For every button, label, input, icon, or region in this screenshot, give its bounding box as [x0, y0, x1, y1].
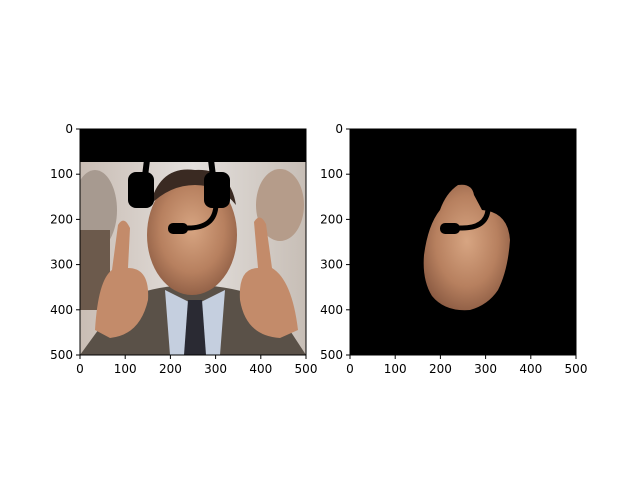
x-tick-label: 400 [519, 362, 542, 376]
x-tick-label: 300 [204, 362, 227, 376]
mask-headset-mic [440, 223, 460, 234]
x-tick-label: 200 [429, 362, 452, 376]
y-tick-label: 200 [320, 212, 343, 226]
y-tick-label: 500 [320, 348, 343, 362]
x-tick-label: 200 [159, 362, 182, 376]
x-tick-label: 100 [114, 362, 137, 376]
right-panel-frame [349, 128, 577, 356]
tie [184, 300, 206, 355]
left-panel-frame [79, 128, 307, 356]
left-image-panel [80, 129, 306, 355]
y-tick-label: 400 [50, 303, 73, 317]
x-tick-label: 500 [565, 362, 588, 376]
right-hand [239, 217, 298, 338]
mask-headset-arm [452, 209, 491, 231]
y-tick-label: 500 [50, 348, 73, 362]
y-tick-label: 400 [320, 303, 343, 317]
x-tick-label: 300 [474, 362, 497, 376]
x-tick-label: 0 [346, 362, 354, 376]
left-hand [95, 220, 149, 338]
background-person-right [256, 169, 304, 241]
x-tick-label: 400 [249, 362, 272, 376]
background-person-left [80, 170, 117, 250]
right-image-panel [350, 129, 576, 355]
y-tick-label: 0 [65, 122, 73, 136]
y-tick-label: 200 [50, 212, 73, 226]
y-tick-label: 300 [50, 258, 73, 272]
black-top-band [80, 129, 306, 162]
x-tick-label: 0 [76, 362, 84, 376]
y-tick-label: 0 [335, 122, 343, 136]
y-tick-label: 100 [320, 167, 343, 181]
y-tick-label: 300 [320, 258, 343, 272]
y-tick-label: 100 [50, 167, 73, 181]
x-tick-label: 100 [384, 362, 407, 376]
x-tick-label: 500 [295, 362, 318, 376]
headset-overlay [128, 159, 230, 234]
